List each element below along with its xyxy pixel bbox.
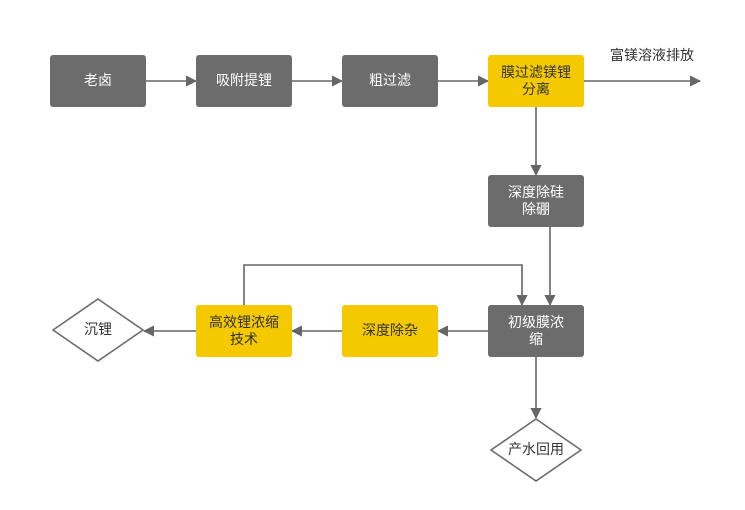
node-label: 初级膜浓 缩 bbox=[508, 314, 564, 349]
node-n1: 老卤 bbox=[50, 55, 146, 107]
node-n10: 产水回用 bbox=[490, 418, 582, 482]
node-n6: 初级膜浓 缩 bbox=[488, 305, 584, 357]
node-label: 老卤 bbox=[84, 72, 112, 90]
node-label: 深度除杂 bbox=[362, 322, 418, 340]
node-label: 深度除硅 除硼 bbox=[508, 184, 564, 219]
node-label: 粗过滤 bbox=[369, 72, 411, 90]
node-n9: 沉锂 bbox=[52, 298, 144, 362]
edge-e10 bbox=[244, 265, 522, 305]
node-label: 高效锂浓缩 技术 bbox=[209, 314, 279, 349]
node-n3: 粗过滤 bbox=[342, 55, 438, 107]
node-n2: 吸附提锂 bbox=[196, 55, 292, 107]
free-label-l1: 富镁溶液排放 bbox=[610, 45, 694, 65]
node-label: 吸附提锂 bbox=[216, 72, 272, 90]
node-label: 产水回用 bbox=[508, 441, 564, 459]
node-label: 膜过滤镁锂 分离 bbox=[501, 64, 571, 99]
flowchart-canvas: 老卤 吸附提锂 粗过滤 膜过滤镁锂 分离深度除硅 除硼初级膜浓 缩 深度除杂 高效锂浓缩 … bbox=[0, 0, 745, 510]
node-label: 沉锂 bbox=[84, 321, 112, 339]
node-n8: 高效锂浓缩 技术 bbox=[196, 305, 292, 357]
node-n7: 深度除杂 bbox=[342, 305, 438, 357]
node-n4: 膜过滤镁锂 分离 bbox=[488, 55, 584, 107]
node-n5: 深度除硅 除硼 bbox=[488, 175, 584, 227]
